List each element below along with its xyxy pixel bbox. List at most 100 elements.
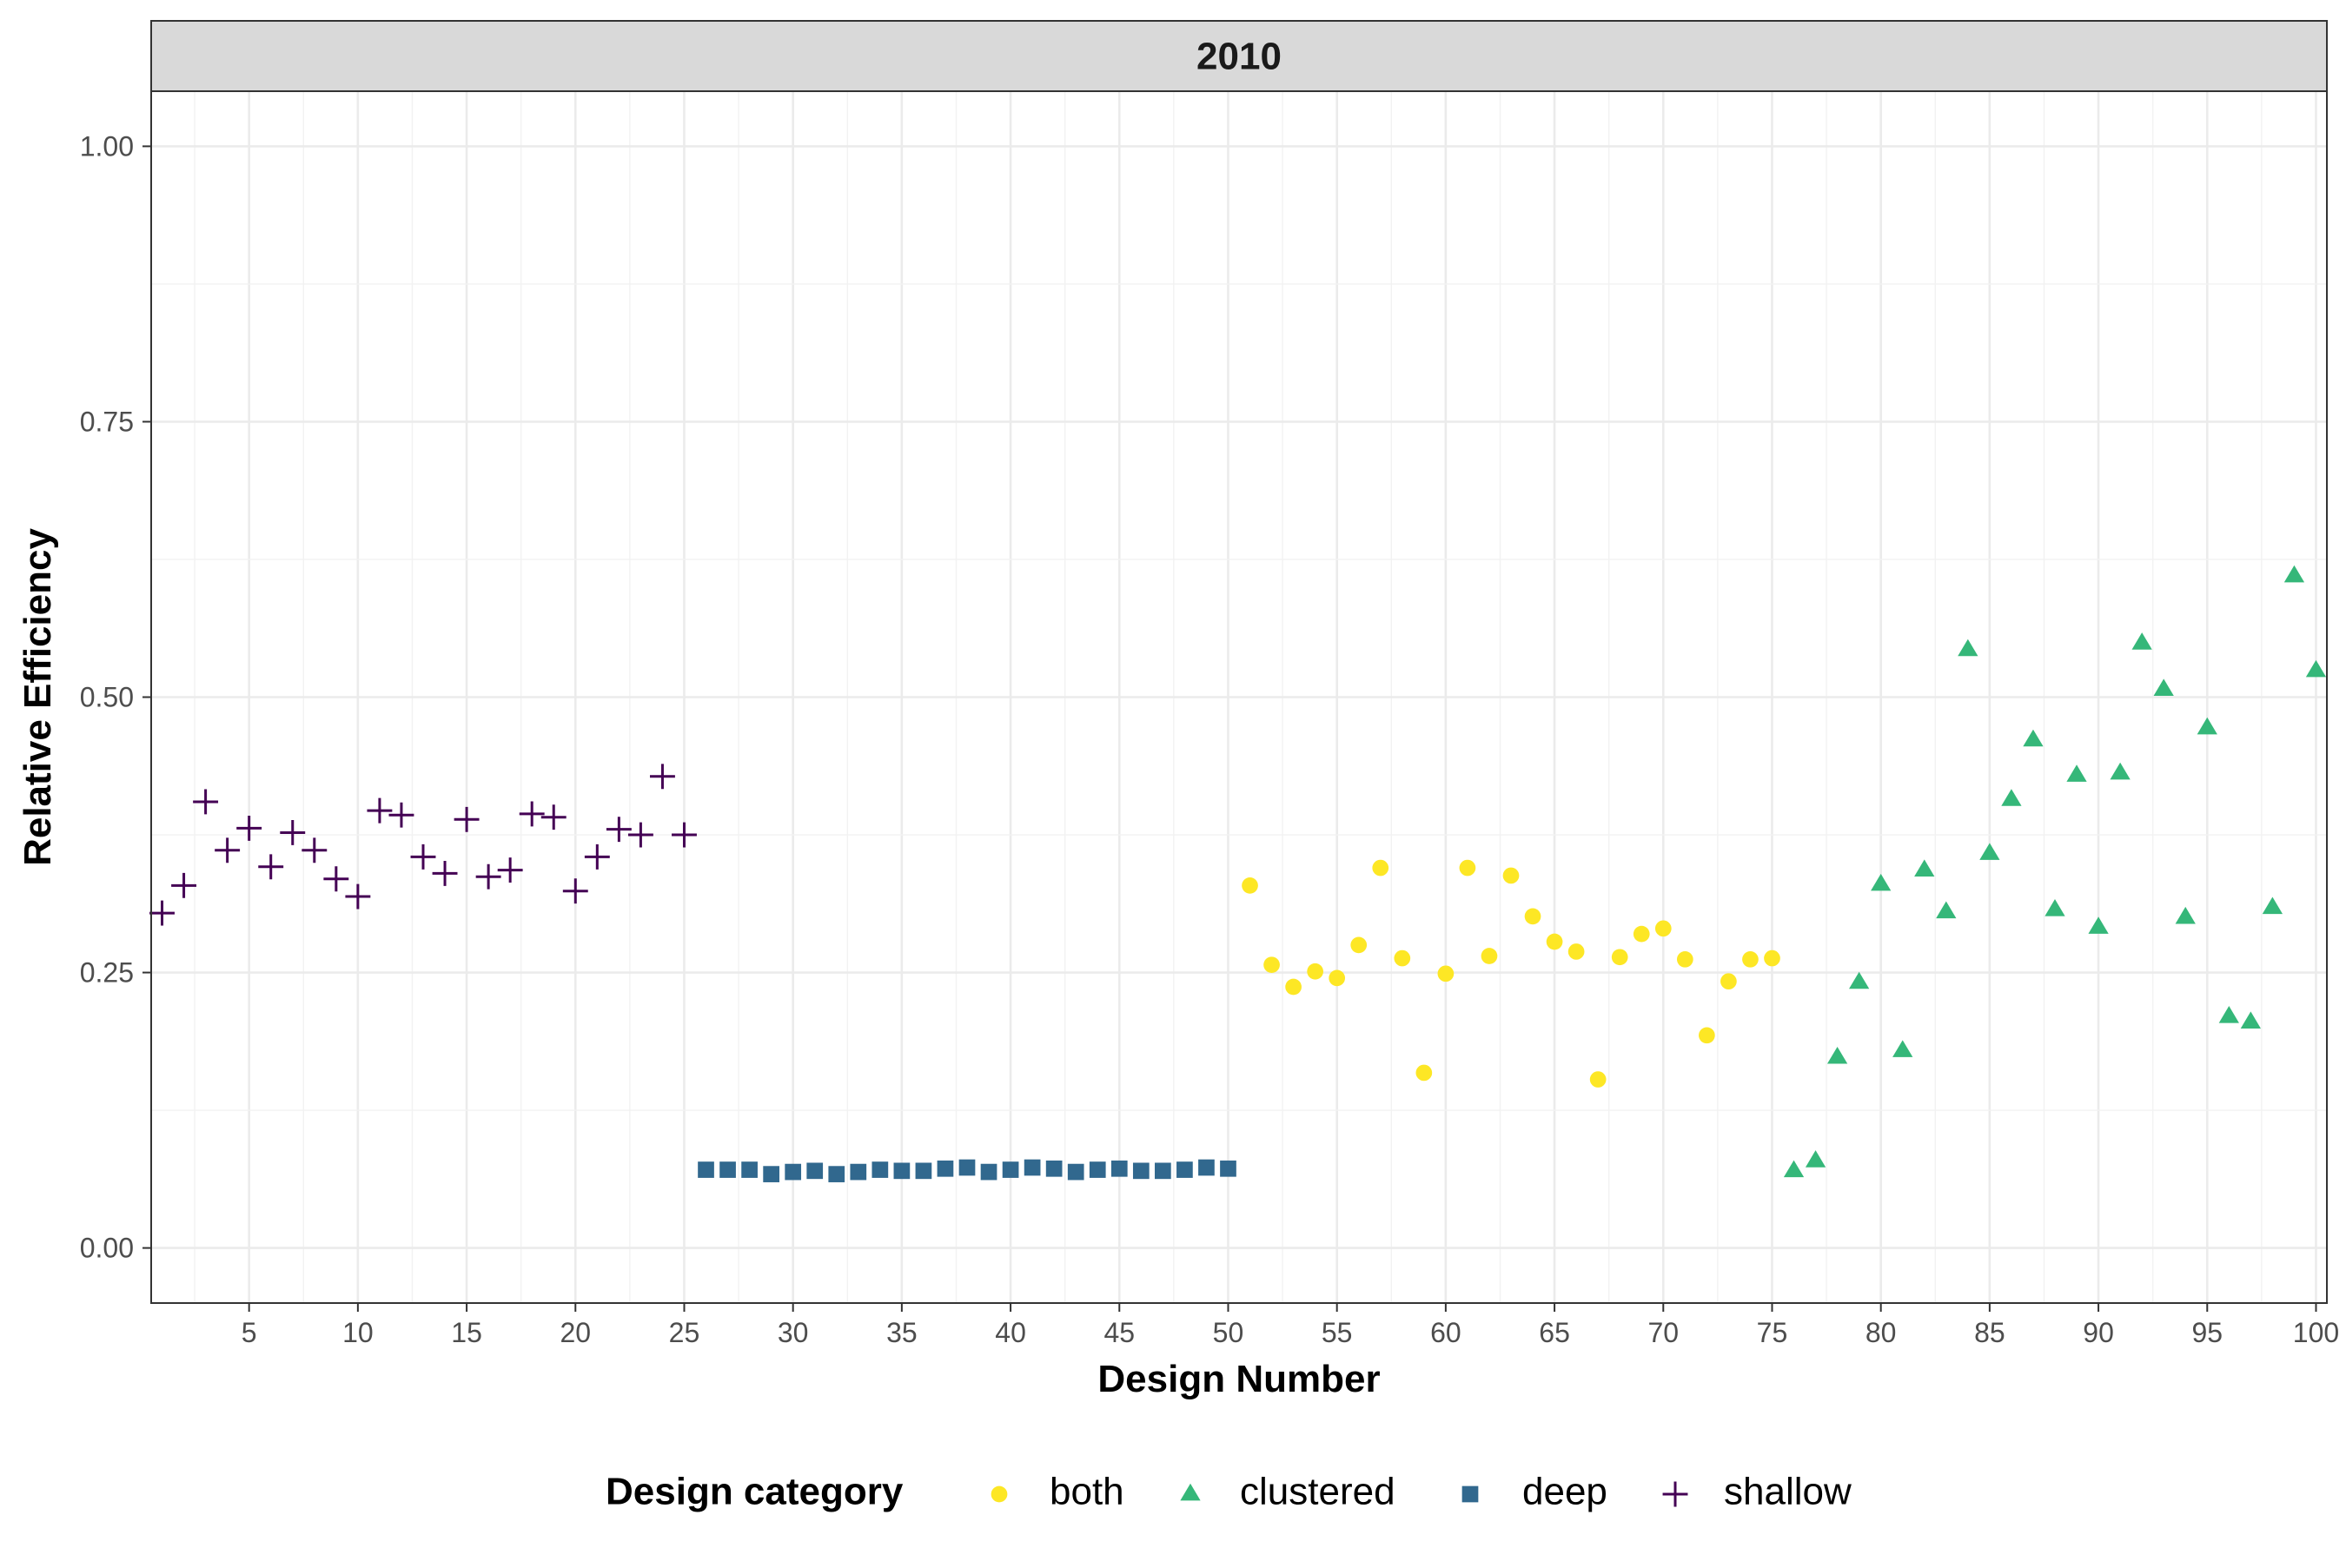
data-point-clustered <box>2305 659 2327 678</box>
facet-label: 2010 <box>1196 36 1282 78</box>
legend-key-deep <box>1461 1485 1479 1503</box>
data-point-shallow <box>171 872 197 898</box>
data-point-both <box>1611 949 1628 966</box>
data-point-both <box>1742 950 1759 968</box>
x-tick-label: 5 <box>242 1317 257 1348</box>
data-point-clustered <box>2218 1006 2239 1023</box>
data-point-both <box>1372 859 1389 877</box>
data-point-shallow <box>627 822 653 848</box>
x-tick-label: 95 <box>2191 1317 2223 1348</box>
data-point-shallow <box>562 878 588 904</box>
data-point-clustered <box>1826 1046 1848 1064</box>
data-point-both <box>1524 908 1541 925</box>
x-tick-label: 75 <box>1757 1317 1788 1348</box>
data-point-shallow <box>236 815 262 841</box>
data-point-both <box>1350 936 1368 954</box>
data-point-deep <box>1002 1161 1019 1178</box>
data-point-shallow <box>454 806 480 832</box>
data-point-shallow <box>258 854 284 880</box>
data-point-both <box>1633 925 1650 943</box>
legend-label-clustered: clustered <box>1240 1471 1395 1513</box>
data-point-both <box>1481 948 1498 964</box>
x-tick-label: 90 <box>2083 1317 2114 1348</box>
y-tick-label: 0.75 <box>80 406 134 437</box>
data-point-shallow <box>302 837 328 863</box>
data-point-shallow <box>672 822 697 848</box>
series-shallow <box>149 764 697 926</box>
data-point-deep <box>806 1162 824 1180</box>
data-point-clustered <box>2283 565 2305 583</box>
data-point-clustered <box>1914 859 1935 877</box>
x-tick-label: 100 <box>2293 1317 2339 1348</box>
data-point-deep <box>915 1162 932 1180</box>
data-point-clustered <box>1936 901 1957 919</box>
data-point-both <box>1459 859 1476 877</box>
x-tick-label: 45 <box>1103 1317 1135 1348</box>
grid-layer <box>151 91 2327 1303</box>
data-point-shallow <box>410 844 436 870</box>
data-point-shallow <box>388 802 414 828</box>
data-point-deep <box>719 1161 736 1178</box>
data-point-clustered <box>2240 1011 2261 1029</box>
data-point-shallow <box>432 860 458 886</box>
x-tick-label: 10 <box>342 1317 374 1348</box>
data-point-both <box>1654 920 1672 937</box>
data-point-both <box>1720 973 1737 990</box>
data-point-deep <box>1045 1160 1063 1177</box>
data-point-shallow <box>519 801 545 827</box>
y-tick-label: 0.00 <box>80 1233 134 1264</box>
data-point-deep <box>1220 1160 1236 1177</box>
series-deep <box>698 1159 1236 1182</box>
data-point-clustered <box>1979 843 2000 860</box>
x-tick-label: 55 <box>1322 1317 1353 1348</box>
legend-key-both <box>991 1485 1008 1503</box>
data-point-both <box>1589 1071 1607 1088</box>
data-point-shallow <box>149 900 175 926</box>
x-tick-label: 50 <box>1213 1317 1244 1348</box>
series-both <box>1242 859 1780 1088</box>
data-point-shallow <box>540 804 567 830</box>
data-point-clustered <box>2023 729 2044 747</box>
data-point-clustered <box>2197 717 2217 735</box>
y-tick-label: 0.50 <box>80 682 134 713</box>
data-point-deep <box>763 1166 779 1182</box>
data-point-both <box>1329 969 1346 987</box>
y-tick-label: 0.25 <box>80 957 134 989</box>
legend-title: Design category <box>606 1471 904 1513</box>
series-clustered <box>1783 565 2327 1178</box>
legend-key-shallow <box>1662 1481 1688 1507</box>
data-point-clustered <box>2088 916 2109 934</box>
x-tick-label: 60 <box>1430 1317 1461 1348</box>
data-point-clustered <box>2153 678 2174 696</box>
data-point-deep <box>958 1159 976 1176</box>
data-point-shallow <box>649 764 675 790</box>
data-point-deep <box>850 1163 867 1181</box>
data-point-deep <box>871 1161 889 1178</box>
facet-strip <box>150 20 2328 92</box>
data-point-clustered <box>2044 899 2065 916</box>
data-point-deep <box>1155 1162 1171 1180</box>
data-point-both <box>1394 949 1411 967</box>
data-point-shallow <box>280 820 306 845</box>
data-point-deep <box>741 1161 758 1178</box>
data-point-both <box>1307 963 1323 980</box>
x-axis-title: Design Number <box>1097 1358 1380 1400</box>
data-point-both <box>1242 877 1258 894</box>
x-tick-label: 80 <box>1866 1317 1897 1348</box>
data-point-shallow <box>323 866 349 892</box>
data-point-deep <box>698 1161 714 1178</box>
x-tick-label: 20 <box>560 1317 591 1348</box>
data-point-both <box>1437 965 1455 982</box>
x-tick-label: 40 <box>995 1317 1026 1348</box>
axis-layer: 5 10 15 20 25 30 35 40 45 50 55 60 65 70 75 80 85 90 95 100… <box>80 130 2339 1348</box>
legend: Design category both clustered deep shallow <box>606 1471 1852 1513</box>
data-point-clustered <box>2175 906 2196 924</box>
data-point-deep <box>1089 1161 1106 1178</box>
legend-label-shallow: shallow <box>1724 1471 1852 1513</box>
data-point-clustered <box>1783 1160 1805 1178</box>
data-point-deep <box>893 1162 911 1180</box>
data-point-both <box>1415 1064 1433 1082</box>
data-point-shallow <box>475 863 501 890</box>
